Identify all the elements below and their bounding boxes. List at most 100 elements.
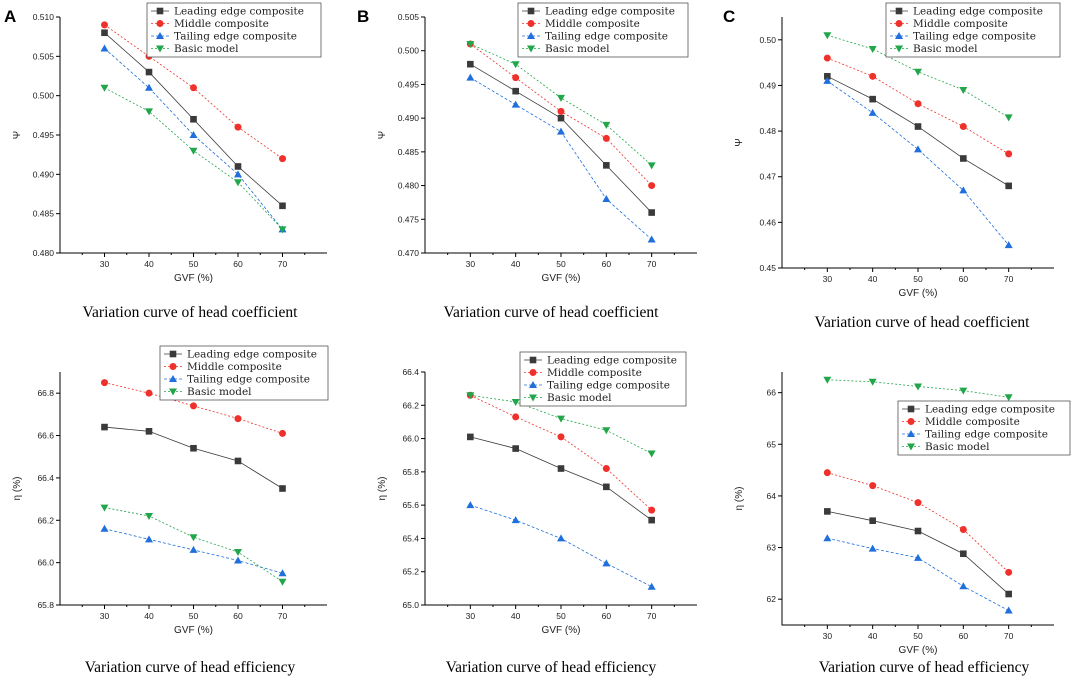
data-point [145, 68, 153, 76]
data-point [960, 155, 967, 162]
data-point [602, 465, 610, 473]
legend-label: Tailing edge composite [547, 380, 670, 392]
legend-label: Basic model [545, 43, 610, 55]
data-point [279, 429, 286, 437]
data-point [234, 123, 242, 131]
series-line-3 [104, 87, 283, 230]
data-point [557, 465, 565, 472]
data-point [512, 445, 519, 452]
data-point [557, 433, 565, 441]
data-point [823, 376, 832, 384]
data-point [603, 162, 610, 169]
data-point [1004, 241, 1013, 249]
data-point [279, 485, 286, 492]
y-tick-label: 0.50 [759, 35, 776, 45]
legend-label: Tailing edge composite [913, 31, 1036, 43]
chart-caption: Variation curve of head coefficient [83, 304, 299, 321]
legend-marker [527, 32, 535, 39]
legend-box [159, 345, 329, 401]
legend-marker [907, 443, 915, 451]
series-line-2 [470, 504, 652, 588]
x-tick-label: 60 [959, 274, 969, 284]
data-point [1005, 150, 1013, 158]
x-tick-label: 40 [868, 274, 878, 284]
legend-box [885, 2, 1061, 58]
y-tick-label: 0.480 [33, 248, 55, 258]
chart-C-top: 30 40 50 60 70 0.45 0.46 0.47 0.48 0.49 0.50 GVF (%… [723, 2, 1061, 331]
data-point [145, 108, 153, 116]
x-tick-label: 60 [602, 611, 612, 621]
legend-label: Leading edge composite [174, 6, 304, 18]
data-point [824, 73, 831, 80]
series-line-0 [827, 75, 1009, 187]
data-point [824, 508, 831, 515]
data-point [602, 121, 611, 129]
legend-marker [907, 405, 915, 413]
data-point [234, 556, 242, 564]
data-point [868, 544, 877, 552]
data-point [959, 387, 968, 395]
legend-label: Middle composite [925, 416, 1020, 428]
y-tick-label: 65.6 [402, 500, 419, 510]
y-tick-label: 66.2 [37, 515, 54, 525]
y-tick-label: 65.2 [402, 567, 419, 577]
x-tick-label: 30 [823, 631, 833, 641]
x-tick-label: 60 [233, 611, 243, 621]
legend-marker [895, 32, 903, 39]
legend-marker [527, 20, 535, 27]
legend-label: Tailing edge composite [925, 429, 1048, 441]
legend-marker [895, 20, 903, 27]
y-tick-label: 0.500 [398, 46, 420, 56]
data-point [100, 524, 109, 532]
y-tick-label: 62 [767, 594, 777, 604]
legend-marker [156, 32, 164, 39]
x-tick-label: 60 [233, 259, 243, 269]
y-tick-label: 64 [767, 491, 777, 501]
y-tick-label: 0.480 [398, 181, 420, 191]
data-point [234, 549, 242, 557]
y-tick-label: 0.470 [398, 248, 420, 258]
y-tick-label: 65.8 [402, 467, 419, 477]
x-tick-label: 30 [466, 259, 476, 269]
data-point [234, 163, 242, 170]
panel-label: C [723, 7, 735, 26]
x-tick-label: 60 [602, 259, 612, 269]
x-tick-label: 70 [278, 259, 288, 269]
data-point [648, 506, 656, 514]
data-point [279, 202, 286, 210]
legend-label: Leading edge composite [913, 6, 1043, 18]
series-line-3 [470, 43, 652, 166]
data-point [602, 559, 611, 567]
data-point [101, 21, 108, 29]
y-tick-label: 0.510 [33, 12, 55, 22]
chart-caption: Variation curve of head coefficient [815, 314, 1031, 331]
legend-box [519, 351, 687, 407]
data-point [1005, 590, 1012, 598]
legend-label: Basic model [925, 441, 990, 453]
y-tick-label: 66.0 [402, 434, 419, 444]
data-point [467, 433, 474, 441]
x-tick-label: 50 [556, 611, 566, 621]
legend-label: Middle composite [187, 361, 282, 373]
x-tick-label: 70 [647, 611, 657, 621]
y-tick-label: 66.4 [37, 473, 54, 483]
x-tick-label: 30 [466, 611, 476, 621]
data-point [557, 94, 565, 102]
series-line-2 [827, 537, 1009, 611]
x-axis-title: GVF (%) [899, 288, 938, 299]
data-point [869, 95, 876, 103]
y-tick-label: 63 [767, 543, 777, 553]
data-point [467, 60, 474, 68]
data-point [511, 516, 520, 524]
legend-label: Tailing edge composite [187, 374, 310, 386]
legend-label: Basic model [174, 43, 239, 55]
data-point [234, 179, 242, 187]
y-tick-label: 0.495 [33, 130, 55, 140]
series-line-0 [470, 436, 652, 521]
data-point [189, 131, 198, 138]
chart-caption: Variation curve of head efficiency [819, 659, 1030, 676]
legend-marker [527, 45, 535, 53]
data-point [101, 29, 108, 37]
data-point [959, 87, 968, 95]
y-tick-label: 66.2 [402, 400, 419, 410]
